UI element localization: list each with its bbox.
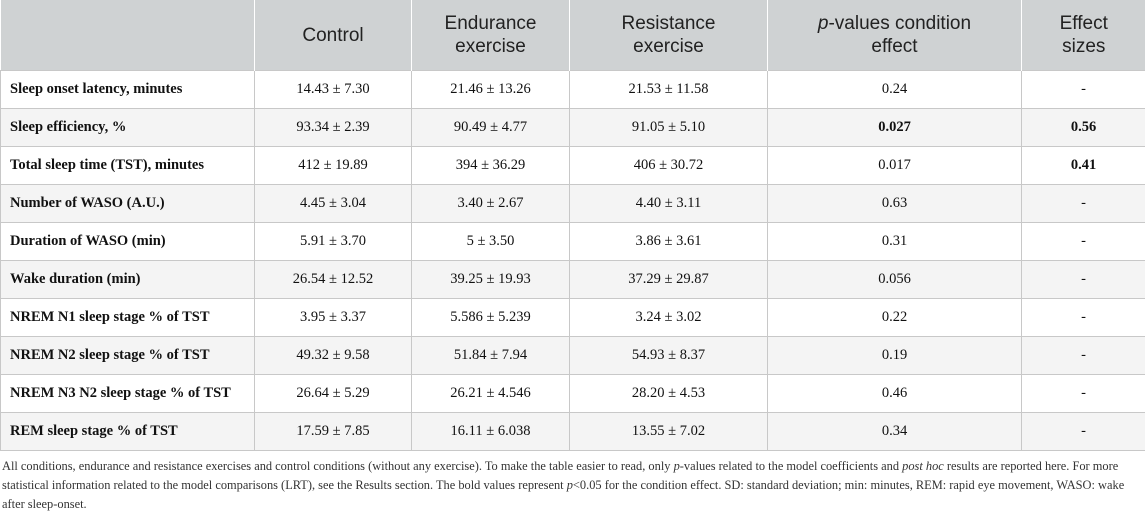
row-label: NREM N3 N2 sleep stage % of TST: [0, 374, 255, 413]
header-endurance: Endurance exercise: [411, 0, 570, 71]
cell-effect: 0.41: [1021, 146, 1145, 185]
header-empty: [0, 0, 255, 71]
cell-resistance: 21.53 ± 11.58: [569, 70, 768, 109]
row-label: NREM N1 sleep stage % of TST: [0, 298, 255, 337]
row-label: Sleep onset latency, minutes: [0, 70, 255, 109]
cell-resistance: 406 ± 30.72: [569, 146, 768, 185]
cell-effect: -: [1021, 260, 1145, 299]
cell-resistance: 37.29 ± 29.87: [569, 260, 768, 299]
cell-control: 26.64 ± 5.29: [254, 374, 412, 413]
table-row: NREM N1 sleep stage % of TST 3.95 ± 3.37…: [0, 298, 1145, 337]
cell-resistance: 3.24 ± 3.02: [569, 298, 768, 337]
header-control-label: Control: [302, 24, 364, 46]
cell-endurance: 5.586 ± 5.239: [411, 298, 570, 337]
header-pvalues-rest: -values condition: [828, 13, 972, 34]
header-resistance-line1: Resistance: [621, 13, 716, 34]
table-row: Sleep efficiency, % 93.34 ± 2.39 90.49 ±…: [0, 108, 1145, 147]
header-pvalues: p-values condition effect: [767, 0, 1022, 71]
cell-endurance: 5 ± 3.50: [411, 222, 570, 261]
cell-pvalue: 0.22: [767, 298, 1022, 337]
cell-endurance: 26.21 ± 4.546: [411, 374, 570, 413]
footnote-part3: results are reported here. For more stat…: [2, 459, 1119, 492]
cell-pvalue: 0.017: [767, 146, 1022, 185]
table-row: NREM N3 N2 sleep stage % of TST 26.64 ± …: [0, 374, 1145, 413]
cell-endurance: 16.11 ± 6.038: [411, 412, 570, 451]
cell-effect: -: [1021, 374, 1145, 413]
cell-control: 93.34 ± 2.39: [254, 108, 412, 147]
header-effect-sizes: Effect sizes: [1021, 0, 1145, 71]
row-label: Wake duration (min): [0, 260, 255, 299]
cell-effect: -: [1021, 298, 1145, 337]
row-label: Duration of WASO (min): [0, 222, 255, 261]
footnote-italic-posthoc: post hoc: [902, 459, 944, 473]
header-control: Control: [254, 0, 412, 71]
header-row: Control Endurance exercise Resistance exer…: [0, 0, 1145, 71]
cell-effect: -: [1021, 184, 1145, 223]
cell-control: 49.32 ± 9.58: [254, 336, 412, 375]
cell-pvalue: 0.34: [767, 412, 1022, 451]
header-endurance-line1: Endurance: [444, 13, 537, 34]
cell-control: 412 ± 19.89: [254, 146, 412, 185]
cell-effect: -: [1021, 70, 1145, 109]
cell-resistance: 28.20 ± 4.53: [569, 374, 768, 413]
table-row: REM sleep stage % of TST 17.59 ± 7.85 16…: [0, 412, 1145, 451]
cell-control: 5.91 ± 3.70: [254, 222, 412, 261]
cell-control: 26.54 ± 12.52: [254, 260, 412, 299]
cell-pvalue: 0.63: [767, 184, 1022, 223]
footnote-part4: <0.05 for the condition effect. SD: stan…: [2, 478, 1125, 511]
cell-endurance: 90.49 ± 4.77: [411, 108, 570, 147]
footnote-italic-p2: p: [566, 478, 573, 492]
header-pvalues-italic: p: [817, 13, 829, 34]
table-row: Total sleep time (TST), minutes 412 ± 19…: [0, 146, 1145, 185]
cell-effect: -: [1021, 222, 1145, 261]
header-resistance: Resistance exercise: [569, 0, 768, 71]
sleep-results-table: Control Endurance exercise Resistance exer…: [0, 0, 1145, 451]
cell-effect: -: [1021, 412, 1145, 451]
cell-effect: -: [1021, 336, 1145, 375]
row-label: REM sleep stage % of TST: [0, 412, 255, 451]
header-effect-line2: sizes: [1062, 36, 1106, 57]
table-row: NREM N2 sleep stage % of TST 49.32 ± 9.5…: [0, 336, 1145, 375]
cell-control: 4.45 ± 3.04: [254, 184, 412, 223]
cell-endurance: 21.46 ± 13.26: [411, 70, 570, 109]
footnote-part2: -values related to the model coefficient…: [679, 459, 903, 473]
cell-resistance: 13.55 ± 7.02: [569, 412, 768, 451]
cell-pvalue: 0.056: [767, 260, 1022, 299]
header-pvalues-line2: effect: [871, 36, 918, 57]
cell-resistance: 3.86 ± 3.61: [569, 222, 768, 261]
cell-pvalue: 0.31: [767, 222, 1022, 261]
cell-endurance: 394 ± 36.29: [411, 146, 570, 185]
cell-pvalue: 0.027: [767, 108, 1022, 147]
header-effect-line1: Effect: [1059, 13, 1108, 34]
cell-pvalue: 0.19: [767, 336, 1022, 375]
row-label: Total sleep time (TST), minutes: [0, 146, 255, 185]
cell-resistance: 91.05 ± 5.10: [569, 108, 768, 147]
table-footnote: All conditions, endurance and resistance…: [2, 457, 1140, 514]
table-row: Number of WASO (A.U.) 4.45 ± 3.04 3.40 ±…: [0, 184, 1145, 223]
cell-pvalue: 0.24: [767, 70, 1022, 109]
cell-endurance: 51.84 ± 7.94: [411, 336, 570, 375]
header-endurance-line2: exercise: [455, 36, 526, 57]
cell-effect: 0.56: [1021, 108, 1145, 147]
cell-control: 17.59 ± 7.85: [254, 412, 412, 451]
cell-endurance: 3.40 ± 2.67: [411, 184, 570, 223]
row-label: Sleep efficiency, %: [0, 108, 255, 147]
cell-control: 3.95 ± 3.37: [254, 298, 412, 337]
cell-pvalue: 0.46: [767, 374, 1022, 413]
footnote-part1: All conditions, endurance and resistance…: [2, 459, 674, 473]
cell-resistance: 4.40 ± 3.11: [569, 184, 768, 223]
row-label: NREM N2 sleep stage % of TST: [0, 336, 255, 375]
table-row: Wake duration (min) 26.54 ± 12.52 39.25 …: [0, 260, 1145, 299]
footnote-italic-p1: p: [673, 459, 680, 473]
row-label: Number of WASO (A.U.): [0, 184, 255, 223]
table-row: Duration of WASO (min) 5.91 ± 3.70 5 ± 3…: [0, 222, 1145, 261]
cell-endurance: 39.25 ± 19.93: [411, 260, 570, 299]
cell-resistance: 54.93 ± 8.37: [569, 336, 768, 375]
cell-control: 14.43 ± 7.30: [254, 70, 412, 109]
table-row: Sleep onset latency, minutes 14.43 ± 7.3…: [0, 70, 1145, 109]
header-resistance-line2: exercise: [633, 36, 704, 57]
